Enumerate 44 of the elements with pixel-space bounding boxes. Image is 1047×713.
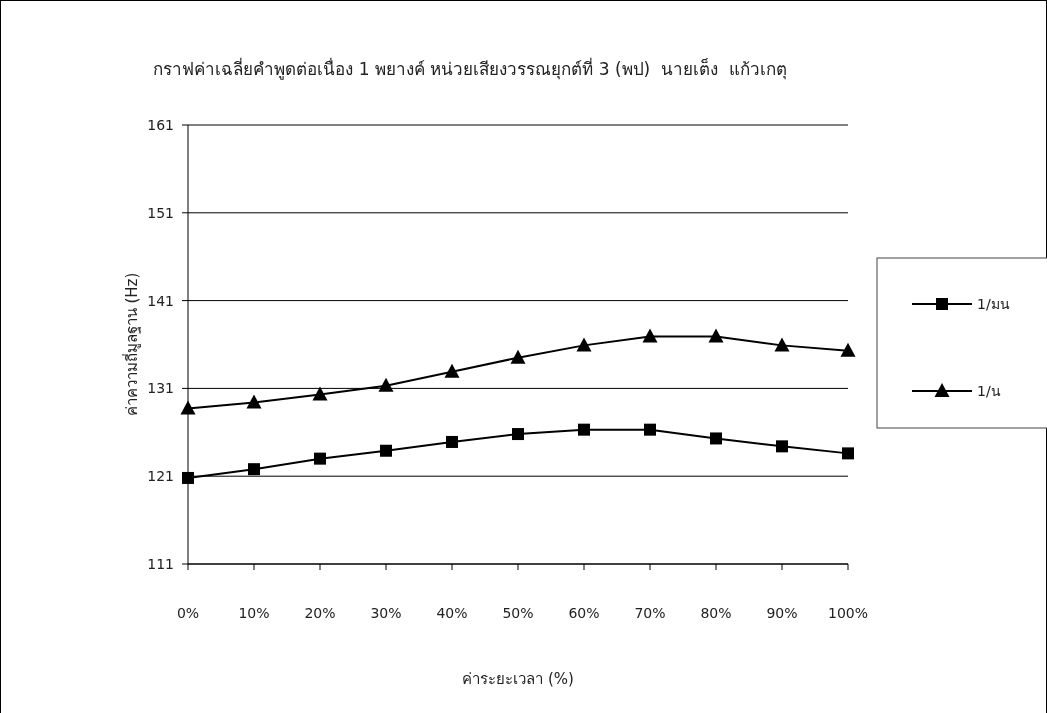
x-tick-label: 40% bbox=[436, 605, 468, 621]
point bbox=[510, 349, 526, 364]
y-axis-title: ค่าความถี่มูลฐาน (Hz) bbox=[121, 272, 141, 417]
chart-title: กราฟค่าเฉลี่ยคำพูดต่อเนื่อง 1 พยางค์ หน่วยเสียงวรรณยุกต์ที่ 3 (พป) นายเต็ง แก้วเกตุ bbox=[153, 57, 787, 80]
legend-label: 1/น bbox=[977, 383, 1001, 399]
point bbox=[842, 447, 854, 460]
y-tick-label: 161 bbox=[147, 117, 174, 133]
y-tick-label: 111 bbox=[147, 556, 174, 572]
point bbox=[182, 471, 194, 484]
x-tick-label: 20% bbox=[304, 605, 336, 621]
x-tick-label: 100% bbox=[827, 605, 869, 621]
point bbox=[312, 386, 328, 401]
x-tick-label: 90% bbox=[766, 605, 798, 621]
point bbox=[378, 377, 394, 392]
y-tick-label: 121 bbox=[147, 468, 174, 485]
x-tick-label: 80% bbox=[700, 605, 732, 621]
point bbox=[840, 342, 856, 357]
legend-label: 1/มน bbox=[977, 296, 1010, 312]
point bbox=[446, 435, 458, 448]
y-tick-label: 141 bbox=[147, 292, 174, 309]
point bbox=[774, 337, 790, 352]
x-tick-label: 10% bbox=[238, 605, 270, 621]
x-tick-label: 70% bbox=[634, 605, 666, 621]
x-tick-label: 50% bbox=[502, 605, 534, 621]
x-tick-label: 30% bbox=[370, 605, 402, 621]
point bbox=[512, 428, 524, 441]
point bbox=[642, 328, 658, 343]
point bbox=[710, 432, 722, 445]
point bbox=[180, 400, 196, 415]
point bbox=[578, 423, 590, 436]
x-axis-title: ค่าระยะเวลา (%) bbox=[462, 670, 574, 688]
point bbox=[380, 444, 392, 457]
point bbox=[776, 440, 788, 453]
x-tick-label: 60% bbox=[568, 605, 600, 621]
point bbox=[248, 463, 260, 476]
x-tick-label: 0% bbox=[176, 605, 200, 621]
y-tick-label: 151 bbox=[147, 204, 174, 221]
point bbox=[644, 423, 656, 436]
point bbox=[444, 363, 460, 378]
y-tick-label: 131 bbox=[147, 380, 174, 397]
point bbox=[576, 337, 592, 352]
point bbox=[708, 328, 724, 343]
point bbox=[246, 394, 262, 409]
point bbox=[314, 452, 326, 465]
